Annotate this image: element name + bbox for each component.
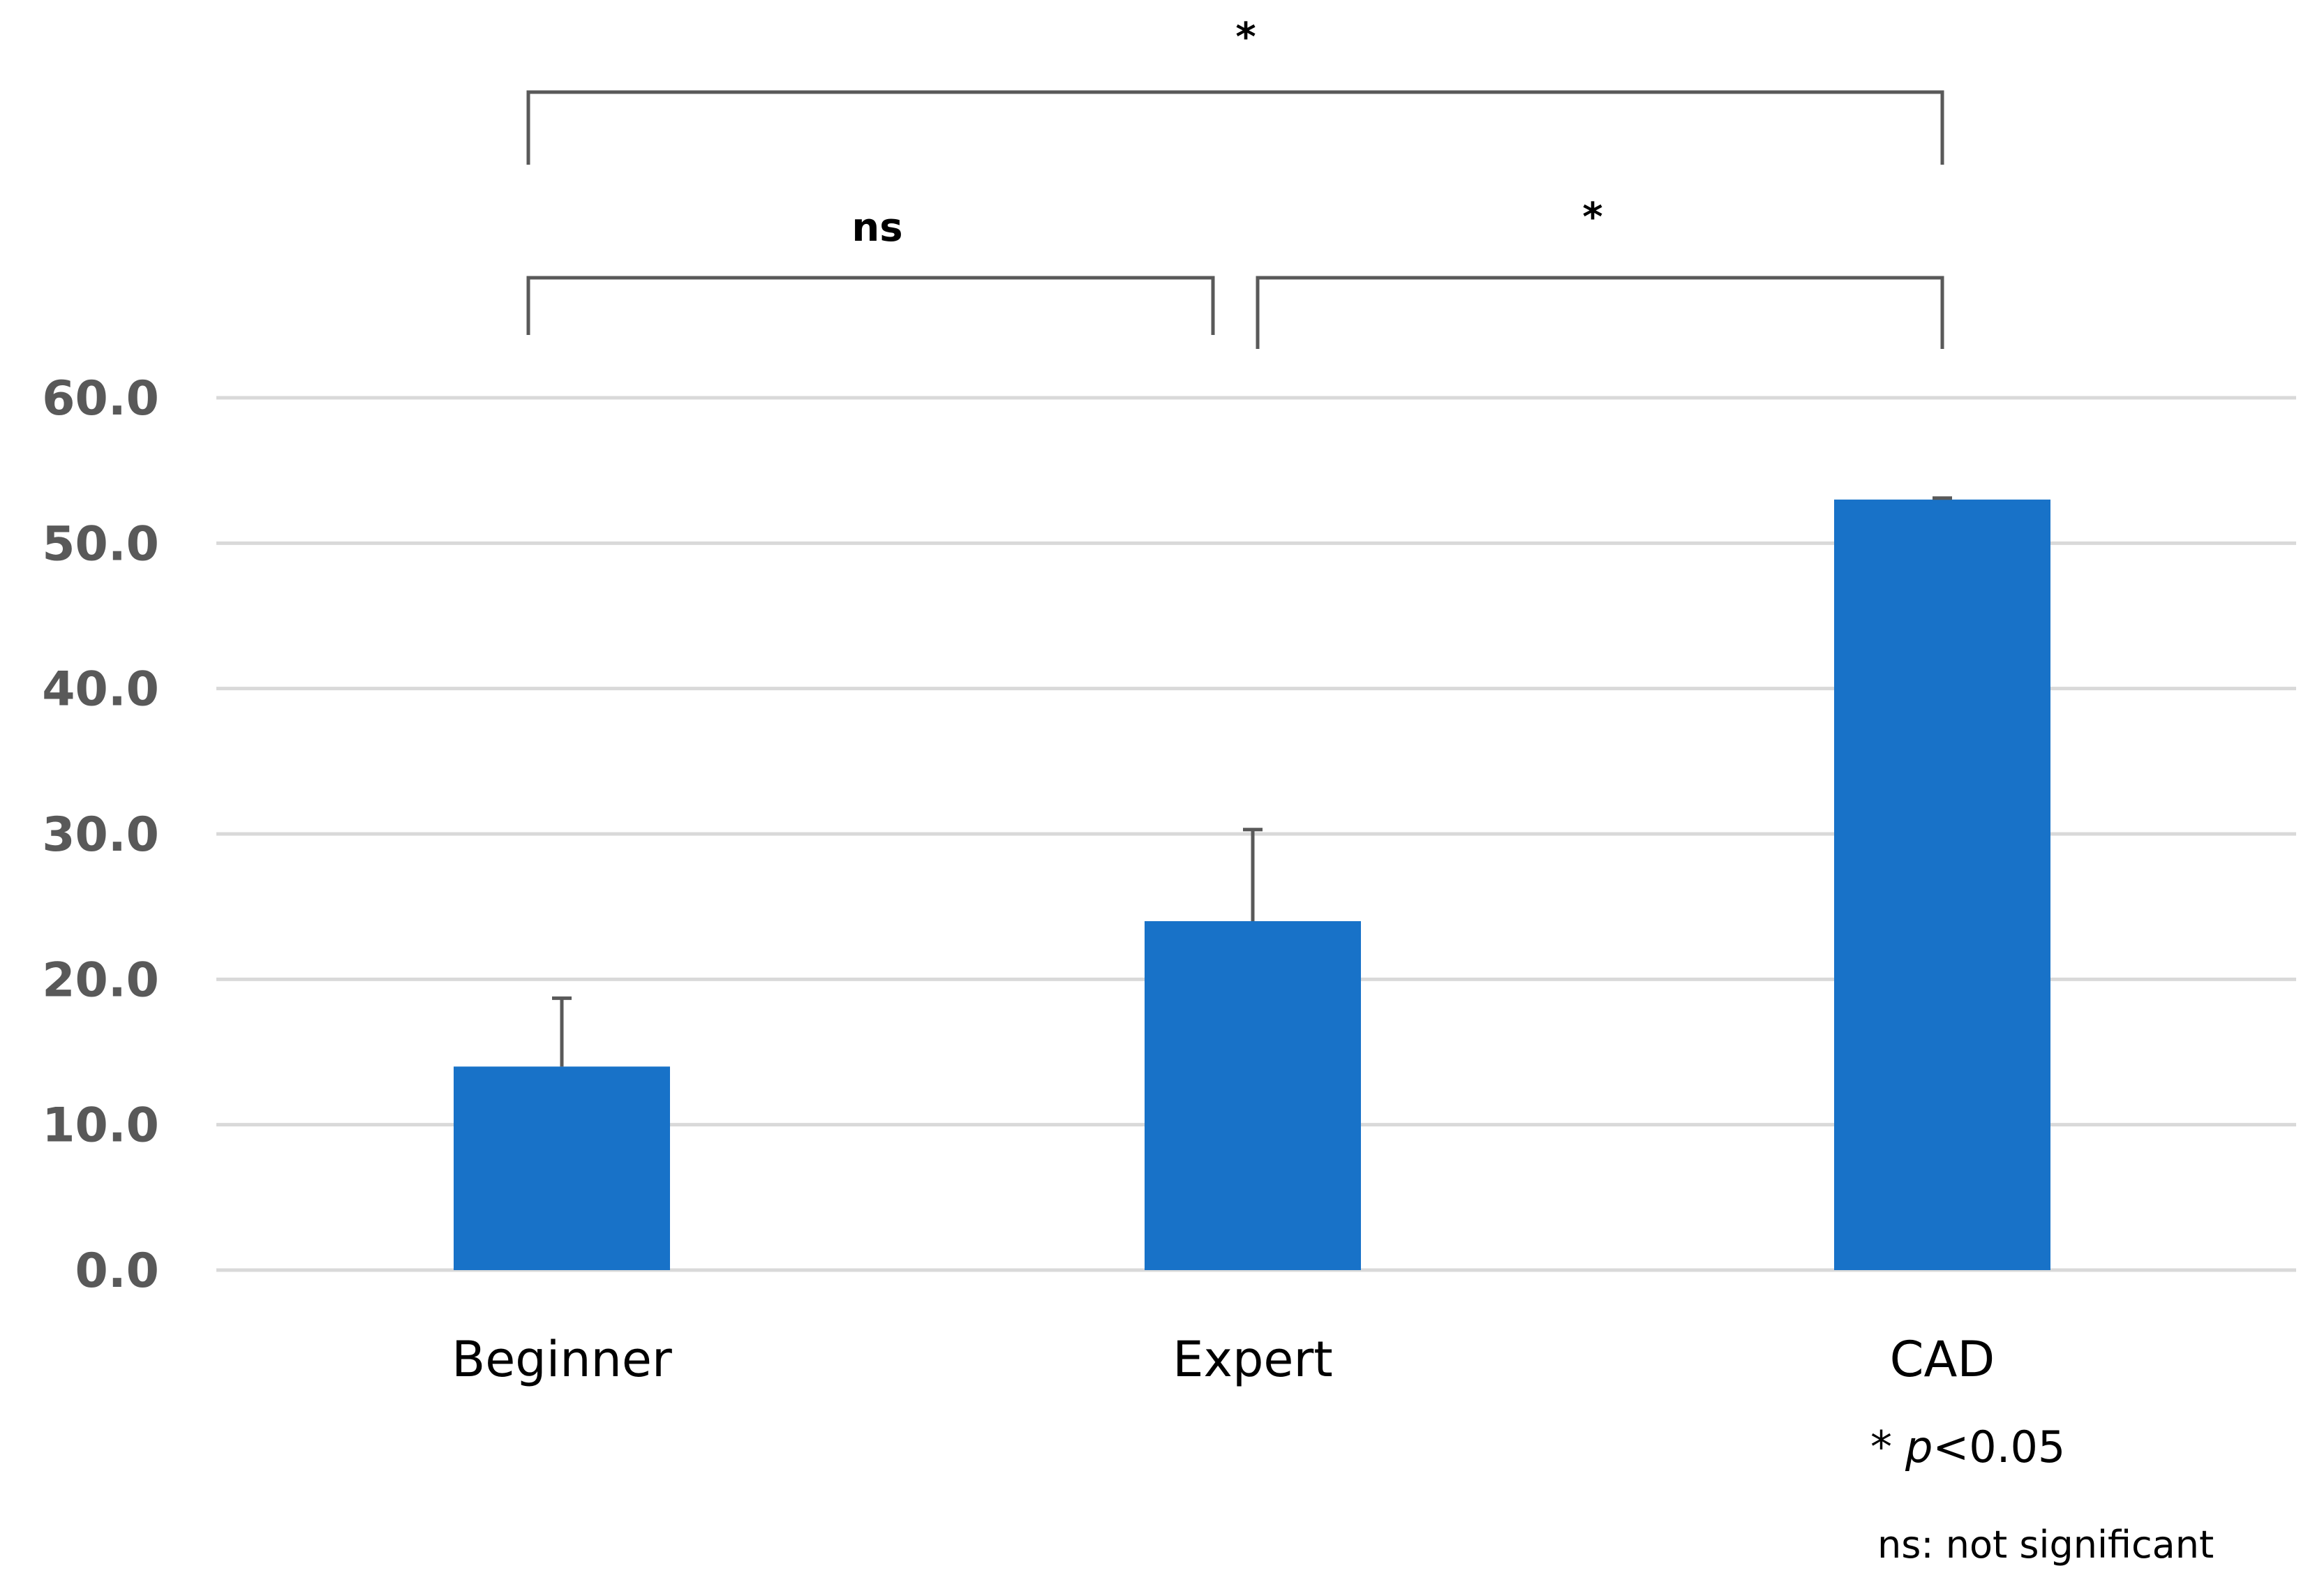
y-tick-label-1: 10.0 [42, 1098, 159, 1154]
note-star: * [1870, 1422, 1892, 1472]
y-tick-label-5: 50.0 [42, 516, 159, 572]
x-category-label-beginner: Beginner [452, 1331, 672, 1388]
bar-cad [1834, 499, 2050, 1271]
y-tick-label-6: 60.0 [42, 371, 159, 426]
bracket-line-0 [526, 90, 1944, 165]
y-tick-label-0: 0.0 [75, 1244, 159, 1299]
bracket-line-1 [526, 276, 1215, 335]
legend-notes: * p<0.05 ns: not significant [1870, 1422, 2214, 1567]
y-axis-tick-labels: 0.0 10.0 20.0 30.0 40.0 50.0 60.0 [42, 371, 159, 1299]
x-category-label-expert: Expert [1172, 1331, 1332, 1388]
error-bar-beginner [552, 996, 572, 1067]
bracket-expert-cad: * [1256, 195, 1944, 349]
bracket-label-1: ns [851, 205, 902, 251]
bracket-line-2 [1256, 276, 1944, 349]
bracket-beginner-cad: * [526, 15, 1944, 165]
note-p-value: p<0.05 [1905, 1422, 2065, 1472]
error-bar-expert [1243, 828, 1263, 921]
note-p-symbol: p [1905, 1422, 1933, 1472]
bracket-beginner-expert: ns [526, 205, 1215, 335]
y-tick-label-2: 20.0 [42, 953, 159, 1008]
error-bar-cad [1933, 496, 1952, 500]
error-bars [552, 496, 1952, 1067]
bracket-label-0: * [1235, 15, 1256, 60]
significance-brackets: * ns * [526, 15, 1944, 349]
bracket-label-2: * [1582, 195, 1602, 240]
note-ns: ns: not significant [1877, 1523, 2214, 1567]
bars [454, 499, 2050, 1271]
y-tick-label-3: 30.0 [42, 807, 159, 863]
note-p-threshold: <0.05 [1933, 1422, 2065, 1472]
x-category-label-cad: CAD [1890, 1331, 1995, 1388]
x-axis-category-labels: Beginner Expert CAD [452, 1331, 1995, 1388]
y-tick-label-4: 40.0 [42, 662, 159, 717]
bar-beginner [454, 1066, 670, 1270]
bar-expert [1145, 921, 1361, 1270]
